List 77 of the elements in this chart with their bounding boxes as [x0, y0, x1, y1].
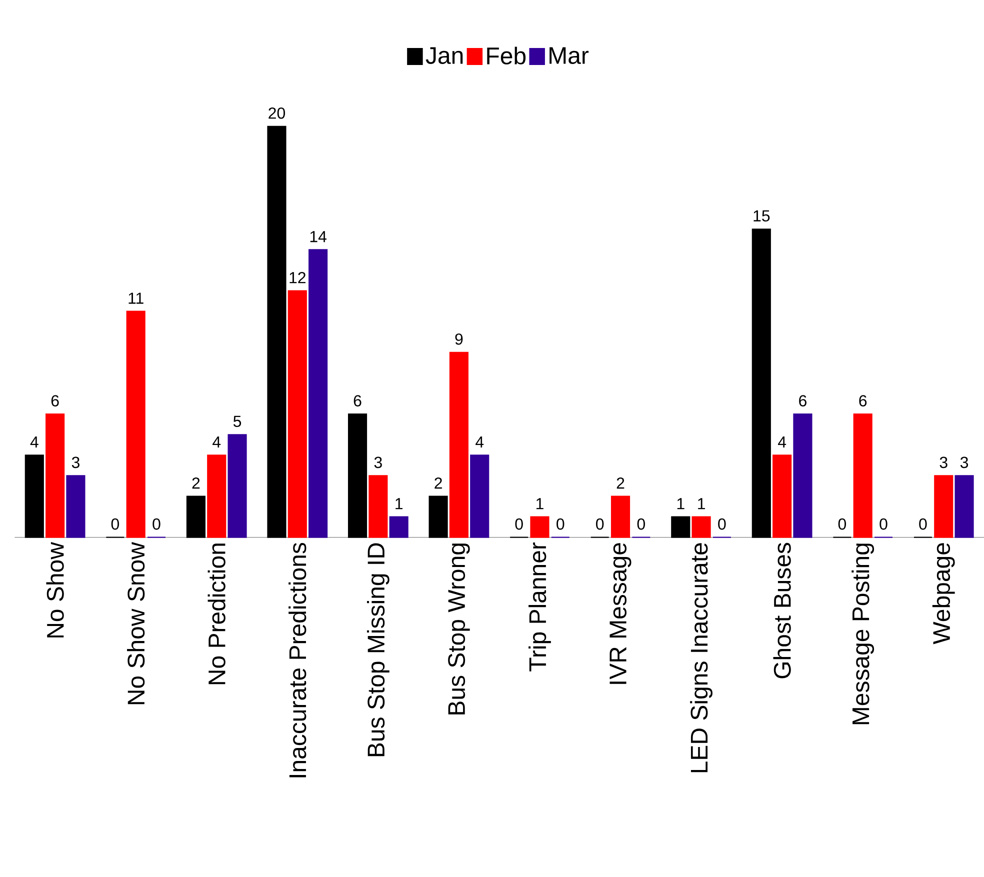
bar	[348, 413, 368, 538]
data-label: 0	[596, 518, 604, 530]
bar	[853, 413, 872, 538]
data-label: 0	[515, 518, 523, 530]
bar	[793, 413, 812, 538]
data-label: 1	[396, 498, 403, 510]
x-tick-label: No Show Snow	[127, 542, 145, 704]
x-tick-label: Bus Stop Missing ID	[366, 543, 390, 756]
data-label: 2	[434, 477, 442, 488]
data-label: 4	[212, 436, 221, 448]
bar	[308, 249, 328, 538]
bar	[24, 454, 44, 538]
data-label: 6	[51, 394, 59, 406]
data-label: 0	[556, 518, 564, 530]
bar	[470, 454, 490, 538]
bar	[530, 516, 550, 538]
data-label: 0	[919, 518, 927, 530]
data-label: 0	[718, 518, 726, 530]
data-label: 1	[677, 498, 684, 510]
bar	[368, 475, 388, 538]
data-label: 1	[536, 498, 544, 510]
x-tick-label: LED Signs Inaccurate	[690, 542, 712, 772]
data-label: 6	[799, 394, 806, 406]
bar	[46, 413, 65, 538]
data-label: 2	[192, 477, 200, 488]
bar	[389, 516, 408, 538]
data-label: 2	[616, 477, 624, 488]
bar	[954, 475, 974, 538]
data-label: 0	[637, 518, 645, 530]
bar	[228, 434, 247, 538]
data-label: 3	[960, 456, 968, 468]
bar	[186, 496, 206, 538]
data-label: 11	[128, 292, 144, 304]
data-label: 3	[940, 456, 948, 468]
x-tick-label: Message Posting	[852, 543, 874, 724]
data-label: 3	[374, 456, 382, 468]
data-label: 5	[233, 416, 242, 427]
data-label: 14	[310, 230, 326, 242]
x-tick-label: No Prediction	[208, 543, 226, 684]
bar	[752, 228, 771, 538]
data-label: 0	[152, 518, 160, 530]
bar	[671, 516, 690, 538]
data-label: 6	[859, 394, 867, 406]
x-tick-label: IVR Message	[610, 542, 632, 684]
x-tick-label: Webpage	[932, 542, 955, 644]
legend-label: Feb	[487, 46, 526, 64]
bar	[126, 310, 146, 538]
bar	[449, 352, 468, 538]
data-label: 3	[72, 456, 80, 468]
legend-label: Jan	[426, 47, 463, 64]
data-label: 4	[476, 436, 484, 448]
bar	[934, 475, 954, 538]
x-tick-label: Inaccurate Predictions	[288, 542, 306, 778]
bar	[692, 516, 711, 538]
data-label: 4	[30, 436, 38, 448]
data-label: 4	[778, 436, 786, 448]
bar	[207, 454, 226, 538]
bar	[288, 290, 307, 538]
bar	[66, 475, 86, 538]
data-label: 15	[754, 210, 770, 222]
data-label: 6	[354, 394, 362, 406]
bar	[610, 496, 630, 538]
bar	[267, 126, 286, 538]
data-label: 12	[290, 272, 306, 284]
bar	[428, 496, 448, 538]
x-tick-label: Ghost Buses	[773, 542, 791, 678]
x-tick-label: No Show	[46, 542, 64, 638]
data-label: 0	[111, 518, 119, 530]
data-label: 9	[455, 333, 463, 345]
x-tick-label: Trip Planner	[528, 542, 551, 672]
data-label: 0	[838, 518, 846, 530]
bar	[772, 454, 792, 538]
data-label: 0	[880, 518, 888, 530]
data-label: 1	[698, 498, 705, 510]
data-label: 20	[268, 107, 286, 119]
legend-label: Mar	[550, 47, 589, 64]
x-tick-label: Bus Stop Wrong	[448, 543, 470, 714]
